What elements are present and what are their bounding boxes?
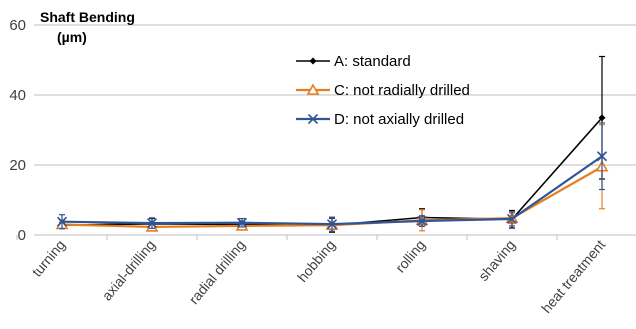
marker-stroke [596,151,608,162]
x-axis: turning axial-drilling radial drilling hobb… [16,234,636,317]
series-3 [56,122,608,232]
legend-label: D: not axially drilled [334,111,464,128]
marker-stroke [307,113,319,125]
data-point [146,218,158,229]
y-tick-label: 20 [9,157,26,174]
series-2 [55,124,609,232]
data-point [598,114,606,122]
legend: A: standard C: not radially drilled D: not… [296,53,470,128]
x-category-label: hobbing [294,237,338,285]
y-axis-label-line1: Shaft Bending [40,9,135,25]
series-line [61,117,603,227]
marker-stroke [56,216,68,227]
data-point [236,217,248,228]
x-category-label: axial-drilling [99,237,159,304]
legend-item-1: A: standard [296,53,411,70]
marker-stroke [416,215,428,227]
x-category-label: turning [29,237,69,280]
legend-item-2: C: not radially drilled [296,82,470,99]
x-category-label: heat treatment [538,237,608,317]
y-tick-label: 40 [9,87,26,104]
marker-stroke [506,213,518,224]
data-point [596,151,608,162]
data-point [326,219,338,230]
data-point [306,83,320,95]
x-category-label: shaving [475,237,518,284]
x-category-label: radial drilling [186,237,249,307]
marker-stroke [146,218,158,229]
y-tick-label: 0 [18,227,26,244]
data-point [56,216,68,227]
data-point [506,213,518,224]
y-tick-label: 60 [9,17,26,34]
marker-stroke [236,217,248,228]
x-category-label: rolling [392,237,428,276]
series-line [61,155,603,226]
series-layer [55,55,609,233]
gridlines [34,24,636,166]
legend-label: C: not radially drilled [334,82,470,99]
series-1 [58,55,606,233]
data-point [416,215,428,227]
y-axis-label-line2: (µm) [57,29,87,45]
legend-item-3: D: not axially drilled [296,111,464,128]
legend-label: A: standard [334,53,411,70]
y-axis-ticks: 0 20 40 60 [9,17,26,244]
data-point [309,57,317,65]
marker-stroke [326,219,338,230]
data-point [307,113,319,125]
